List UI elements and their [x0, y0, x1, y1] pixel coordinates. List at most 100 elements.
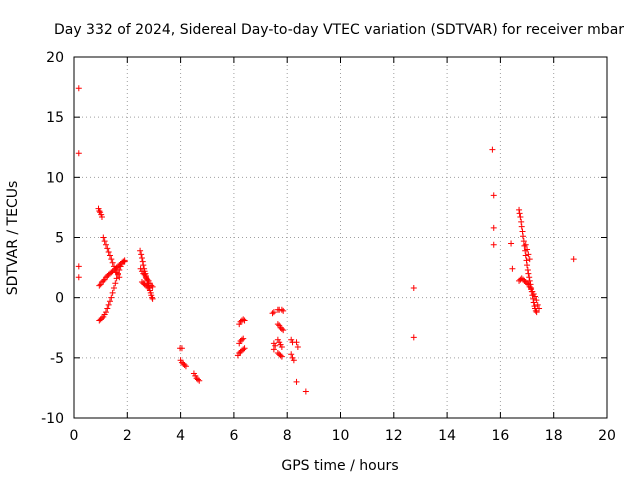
- data-point: [101, 238, 108, 245]
- data-point: [75, 85, 82, 92]
- data-point: [508, 240, 515, 247]
- data-point: [240, 316, 247, 323]
- data-point: [278, 344, 285, 351]
- x-tick-label: 0: [70, 428, 79, 444]
- data-point: [116, 274, 123, 281]
- data-point: [96, 282, 103, 289]
- data-point: [105, 301, 112, 308]
- data-point: [570, 256, 577, 263]
- data-point: [489, 146, 496, 153]
- data-point: [293, 378, 300, 385]
- data-point: [524, 266, 531, 273]
- data-point: [509, 265, 516, 272]
- x-tick-label: 4: [176, 428, 185, 444]
- data-point: [144, 276, 151, 283]
- y-tick-label: 5: [55, 231, 64, 247]
- data-point: [138, 251, 145, 258]
- x-tick-label: 6: [229, 428, 238, 444]
- data-point: [270, 346, 277, 353]
- data-point: [194, 376, 201, 383]
- data-point: [517, 214, 524, 221]
- data-point: [109, 259, 116, 266]
- data-point: [100, 277, 107, 284]
- data-point: [145, 285, 152, 292]
- data-point: [139, 258, 146, 265]
- data-point: [272, 342, 279, 349]
- data-point: [182, 363, 189, 370]
- data-point: [137, 247, 144, 254]
- data-point: [241, 345, 248, 352]
- y-tick-label: 20: [46, 50, 64, 66]
- data-point: [241, 317, 248, 324]
- data-point: [269, 310, 276, 317]
- data-point: [114, 270, 121, 277]
- x-tick-label: 18: [545, 428, 563, 444]
- data-point: [98, 315, 105, 322]
- data-point: [108, 294, 115, 301]
- data-point: [533, 309, 540, 316]
- x-tick-label: 20: [598, 428, 616, 444]
- data-point: [523, 257, 530, 264]
- data-point: [278, 353, 285, 360]
- grid: [74, 57, 607, 418]
- data-point: [520, 233, 527, 240]
- data-point: [113, 275, 120, 282]
- data-point: [108, 256, 115, 263]
- data-point: [302, 388, 309, 395]
- data-point: [149, 283, 156, 290]
- data-point: [96, 208, 103, 215]
- data-point: [532, 307, 539, 314]
- data-point: [536, 305, 543, 312]
- data-point: [116, 266, 123, 273]
- y-tick-label: 10: [46, 170, 64, 186]
- data-point: [102, 241, 109, 248]
- x-tick-label: 16: [491, 428, 509, 444]
- x-tick-label: 10: [332, 428, 350, 444]
- data-point: [75, 274, 82, 281]
- data-point: [410, 285, 417, 292]
- data-point: [196, 377, 203, 384]
- data-point: [490, 241, 497, 248]
- data-point: [521, 242, 528, 249]
- data-points: [75, 85, 577, 395]
- data-point: [105, 248, 112, 255]
- x-axis-label: GPS time / hours: [281, 458, 398, 474]
- data-point: [410, 334, 417, 341]
- data-point: [516, 206, 523, 213]
- x-tick-label: 8: [283, 428, 292, 444]
- data-point: [524, 280, 531, 287]
- x-tick-label: 14: [438, 428, 456, 444]
- data-point: [294, 344, 301, 351]
- data-point: [522, 252, 529, 259]
- data-point: [138, 254, 145, 261]
- data-point: [532, 293, 539, 300]
- x-tick-label: 12: [385, 428, 403, 444]
- y-tick-label: 0: [55, 291, 64, 307]
- chart-title: Day 332 of 2024, Sidereal Day-to-day VTE…: [54, 22, 624, 38]
- data-point: [104, 305, 111, 312]
- data-point: [524, 246, 531, 253]
- data-point: [533, 297, 540, 304]
- data-point: [516, 210, 523, 217]
- data-point: [490, 224, 497, 231]
- data-point: [120, 258, 127, 265]
- data-point: [525, 270, 532, 277]
- data-point: [178, 345, 185, 352]
- y-axis-label: SDTVAR / TECUs: [5, 181, 21, 296]
- data-point: [240, 335, 247, 342]
- data-point: [102, 309, 109, 316]
- data-point: [121, 257, 128, 264]
- data-point: [293, 339, 300, 346]
- data-point: [140, 262, 147, 269]
- data-point: [144, 283, 151, 290]
- data-point: [518, 223, 525, 230]
- data-point: [518, 218, 525, 225]
- data-point: [109, 289, 116, 296]
- data-point: [181, 362, 188, 369]
- data-point: [100, 234, 107, 241]
- data-point: [106, 298, 113, 305]
- data-point: [149, 295, 156, 302]
- data-point: [526, 274, 533, 281]
- data-point: [140, 270, 147, 277]
